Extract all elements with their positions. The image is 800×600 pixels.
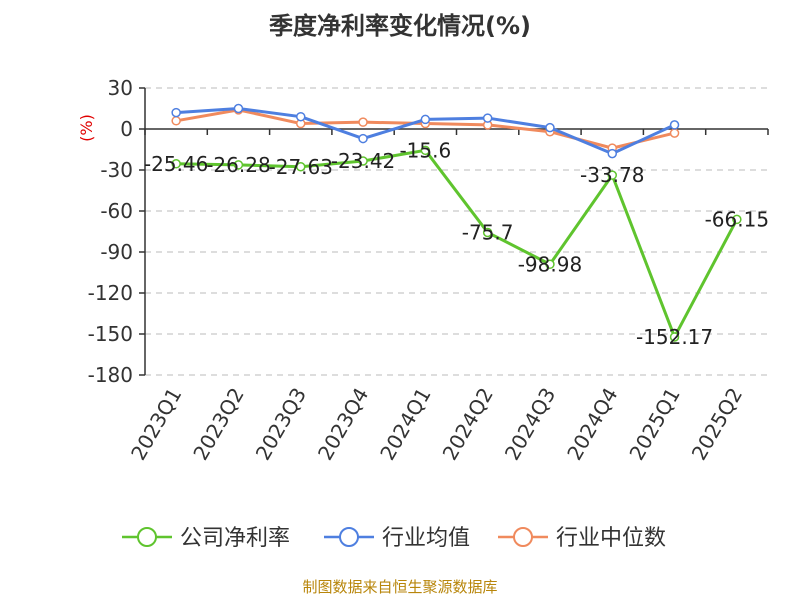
data-point-industry_median bbox=[669, 128, 680, 138]
y-tick-label: -90 bbox=[100, 240, 133, 264]
x-tick-label: 2024Q2 bbox=[438, 384, 498, 465]
legend-label: 行业中位数 bbox=[556, 526, 666, 551]
data-point-industry_median bbox=[358, 117, 368, 127]
legend-label: 公司净利率 bbox=[180, 526, 290, 551]
y-tick-label: -180 bbox=[88, 363, 133, 387]
legend-swatch-marker bbox=[137, 527, 157, 547]
data-point-company bbox=[669, 332, 680, 342]
data-label: -26.28 bbox=[206, 153, 270, 177]
data-point-company bbox=[607, 170, 617, 180]
legend-swatch-marker bbox=[339, 527, 359, 547]
y-axis-unit-label: (%) bbox=[77, 114, 96, 142]
legend-item-company[interactable]: 公司净利率 bbox=[122, 526, 290, 551]
x-tick-label: 2025Q2 bbox=[687, 384, 747, 465]
data-point-industry_avg bbox=[482, 113, 493, 123]
data-label: -23.42 bbox=[331, 149, 395, 173]
series-line-company bbox=[176, 148, 739, 339]
x-tick-label: 2023Q1 bbox=[126, 384, 186, 465]
x-tick-label: 2024Q4 bbox=[562, 384, 622, 465]
series-lines bbox=[171, 103, 742, 342]
data-point-industry_avg bbox=[171, 107, 181, 118]
data-point-industry_avg bbox=[669, 120, 680, 130]
legend-item-industry_median[interactable]: 行业中位数 bbox=[498, 526, 666, 551]
data-point-company bbox=[171, 159, 181, 169]
data-point-company bbox=[545, 259, 555, 270]
y-tick-label: -120 bbox=[88, 281, 133, 305]
data-point-industry_avg bbox=[420, 114, 431, 125]
data-point-company bbox=[482, 227, 493, 238]
data-point-company bbox=[732, 214, 742, 225]
legend: 公司净利率 行业均值 行业中位数 bbox=[122, 526, 666, 551]
data-point-industry_median bbox=[171, 116, 181, 126]
data-point-industry_avg bbox=[296, 111, 306, 122]
data-label: -98.98 bbox=[518, 252, 582, 276]
x-tick-label: 2024Q3 bbox=[500, 384, 560, 465]
data-label: -25.46 bbox=[144, 152, 208, 176]
data-label: -33.78 bbox=[580, 163, 644, 187]
data-label: -15.6 bbox=[399, 138, 451, 162]
data-point-company bbox=[296, 162, 306, 172]
grid-lines bbox=[145, 87, 768, 376]
y-tick-label: -60 bbox=[100, 199, 133, 223]
data-labels: -25.46-26.28-27.63-23.42 -15.6 -75.7-98.98… bbox=[144, 138, 769, 349]
data-point-industry_avg bbox=[545, 122, 555, 133]
data-point-industry_avg bbox=[358, 133, 368, 144]
x-tick-label: 2023Q3 bbox=[251, 384, 311, 465]
data-label: -152.17 bbox=[636, 325, 713, 349]
data-point-company bbox=[358, 156, 368, 166]
data-label: -66.15 bbox=[705, 207, 769, 231]
data-point-industry_avg bbox=[607, 148, 617, 159]
data-label: -75.7 bbox=[462, 220, 514, 244]
data-point-company bbox=[420, 145, 431, 156]
data-label: -27.63 bbox=[269, 155, 333, 179]
chart-title: 季度净利率变化情况(%) bbox=[269, 12, 531, 40]
y-tick-label: -150 bbox=[88, 322, 133, 346]
data-source-note: 制图数据来自恒生聚源数据库 bbox=[302, 578, 497, 596]
x-tick-label: 2025Q1 bbox=[624, 384, 684, 465]
data-point-industry_avg bbox=[233, 103, 244, 114]
y-tick-label: 0 bbox=[120, 117, 133, 141]
legend-label: 行业均值 bbox=[382, 526, 470, 551]
legend-item-industry_avg[interactable]: 行业均值 bbox=[324, 526, 470, 551]
y-tick-label: 30 bbox=[108, 76, 133, 100]
x-tick-label: 2024Q1 bbox=[375, 384, 435, 465]
legend-swatch-marker bbox=[513, 527, 533, 547]
y-tick-label: -30 bbox=[100, 158, 133, 182]
data-point-company bbox=[233, 160, 244, 170]
x-tick-label: 2023Q4 bbox=[313, 384, 373, 465]
x-tick-label: 2023Q2 bbox=[188, 384, 248, 465]
